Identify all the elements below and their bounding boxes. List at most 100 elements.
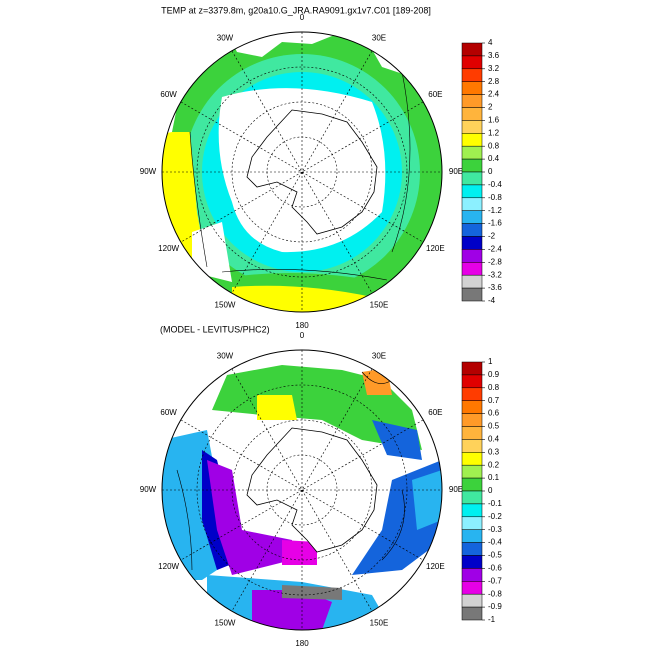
map-panel <box>161 31 443 313</box>
colorbar-box <box>461 503 483 518</box>
colorbar-box <box>461 464 483 479</box>
colorbar-label: 0.3 <box>488 447 500 456</box>
colorbar-box <box>461 274 483 289</box>
lon-label: 120E <box>426 562 445 571</box>
colorbar-label: -0.7 <box>488 576 502 585</box>
colorbar-box <box>461 439 483 453</box>
colorbar-box <box>461 426 483 440</box>
map-field <box>162 32 442 312</box>
colorbar-box <box>461 542 483 556</box>
lon-label: 150E <box>370 618 389 627</box>
map-border <box>161 349 443 631</box>
colorbar-label: -1 <box>488 615 496 624</box>
field-fill <box>282 585 342 600</box>
colorbar-box <box>461 158 483 173</box>
colorbar-box <box>461 223 483 237</box>
lon-label: 60E <box>428 90 442 99</box>
field-fill <box>257 395 297 420</box>
field-fill <box>412 470 442 530</box>
graticule <box>162 350 442 630</box>
colorbar-box <box>461 81 483 95</box>
colorbar-label: 2.8 <box>488 77 500 86</box>
lon-label: 180 <box>295 639 309 647</box>
field-fill <box>372 420 422 460</box>
colorbar-label: 0.5 <box>488 422 500 431</box>
colorbar-box <box>461 593 483 608</box>
field-fill <box>207 460 292 575</box>
lon-label: 90E <box>449 167 463 176</box>
colorbar-label: -0.2 <box>488 512 502 521</box>
colorbar-label: -2.4 <box>488 245 502 254</box>
colorbar-label: -0.6 <box>488 564 502 573</box>
colorbar-label: 1.2 <box>488 128 500 137</box>
colorbar-box <box>461 210 483 224</box>
colorbar-label: 1 <box>488 357 493 366</box>
map-field <box>162 350 442 630</box>
colorbar-label: -3.2 <box>488 270 502 279</box>
lon-label: 60W <box>160 408 177 417</box>
colorbar-box <box>461 171 483 186</box>
lon-label: 150W <box>215 300 236 309</box>
colorbar-label: -0.3 <box>488 525 502 534</box>
colorbar-label: 1.6 <box>488 116 500 125</box>
colorbar-label: -2.8 <box>488 257 502 266</box>
colorbar-label: 0.8 <box>488 141 500 150</box>
colorbar-box <box>461 606 483 621</box>
colorbar-label: -0.9 <box>488 602 502 611</box>
colorbar-box <box>461 120 483 134</box>
colorbar-box <box>461 249 483 263</box>
lon-label: 150W <box>215 618 236 627</box>
lon-label: 90W <box>140 485 157 494</box>
lon-label: 120W <box>158 562 179 571</box>
contour <box>189 71 411 281</box>
colorbar-box <box>461 55 483 70</box>
lon-label: 90W <box>140 167 157 176</box>
colorbar-box <box>461 400 483 414</box>
colorbar-label: 0.4 <box>488 154 500 163</box>
lon-label: 90E <box>449 485 463 494</box>
colorbar-box <box>461 568 483 582</box>
colorbar-box <box>461 184 483 199</box>
lon-label: 0 <box>300 13 305 22</box>
colorbar-label: 2 <box>488 103 493 112</box>
map-panel <box>161 349 443 631</box>
colorbar-label: -4 <box>488 296 496 305</box>
colorbar-box <box>461 42 483 57</box>
lon-label: 30W <box>217 352 234 361</box>
field-fill <box>252 590 332 630</box>
colorbar-box <box>461 387 483 401</box>
colorbar-label: 0 <box>488 486 493 495</box>
chart-title: TEMP at z=3379.8m, g20a10.G_JRA.RA9091.g… <box>161 5 431 15</box>
field-fill <box>282 540 317 565</box>
colorbar-box <box>461 107 483 121</box>
colorbar-label: -0.8 <box>488 589 502 598</box>
colorbar-label: 0.2 <box>488 460 500 469</box>
colorbar-box <box>461 287 483 302</box>
colorbar-box <box>461 197 483 211</box>
colorbar-label: 0.1 <box>488 473 500 482</box>
colorbar-label: 0.7 <box>488 396 500 405</box>
colorbar-box <box>461 490 483 505</box>
colorbar-label: -1.2 <box>488 206 502 215</box>
colorbar-label: 0.4 <box>488 435 500 444</box>
colorbar-label: 3.2 <box>488 64 500 73</box>
colorbar-box <box>461 361 483 376</box>
colorbar-label: -2 <box>488 232 496 241</box>
colorbar-label: 0.6 <box>488 409 500 418</box>
lon-label: 30E <box>372 352 386 361</box>
colorbar-box <box>461 516 483 530</box>
lon-label: 60W <box>160 90 177 99</box>
colorbar-label: -3.6 <box>488 283 502 292</box>
colorbar-label: 4 <box>488 38 493 47</box>
colorbar-box <box>461 68 483 82</box>
lon-label: 120E <box>426 244 445 253</box>
colorbar-box <box>461 581 483 595</box>
lon-label: 30W <box>217 34 234 43</box>
field-fill <box>232 285 372 312</box>
colorbar-box <box>461 452 483 466</box>
colorbar-box <box>461 262 483 276</box>
colorbar-label: 0 <box>488 167 493 176</box>
chart-title: (MODEL - LEVITUS/PHC2) <box>160 324 270 334</box>
colorbar-box <box>461 374 483 389</box>
lon-label: 30E <box>372 34 386 43</box>
